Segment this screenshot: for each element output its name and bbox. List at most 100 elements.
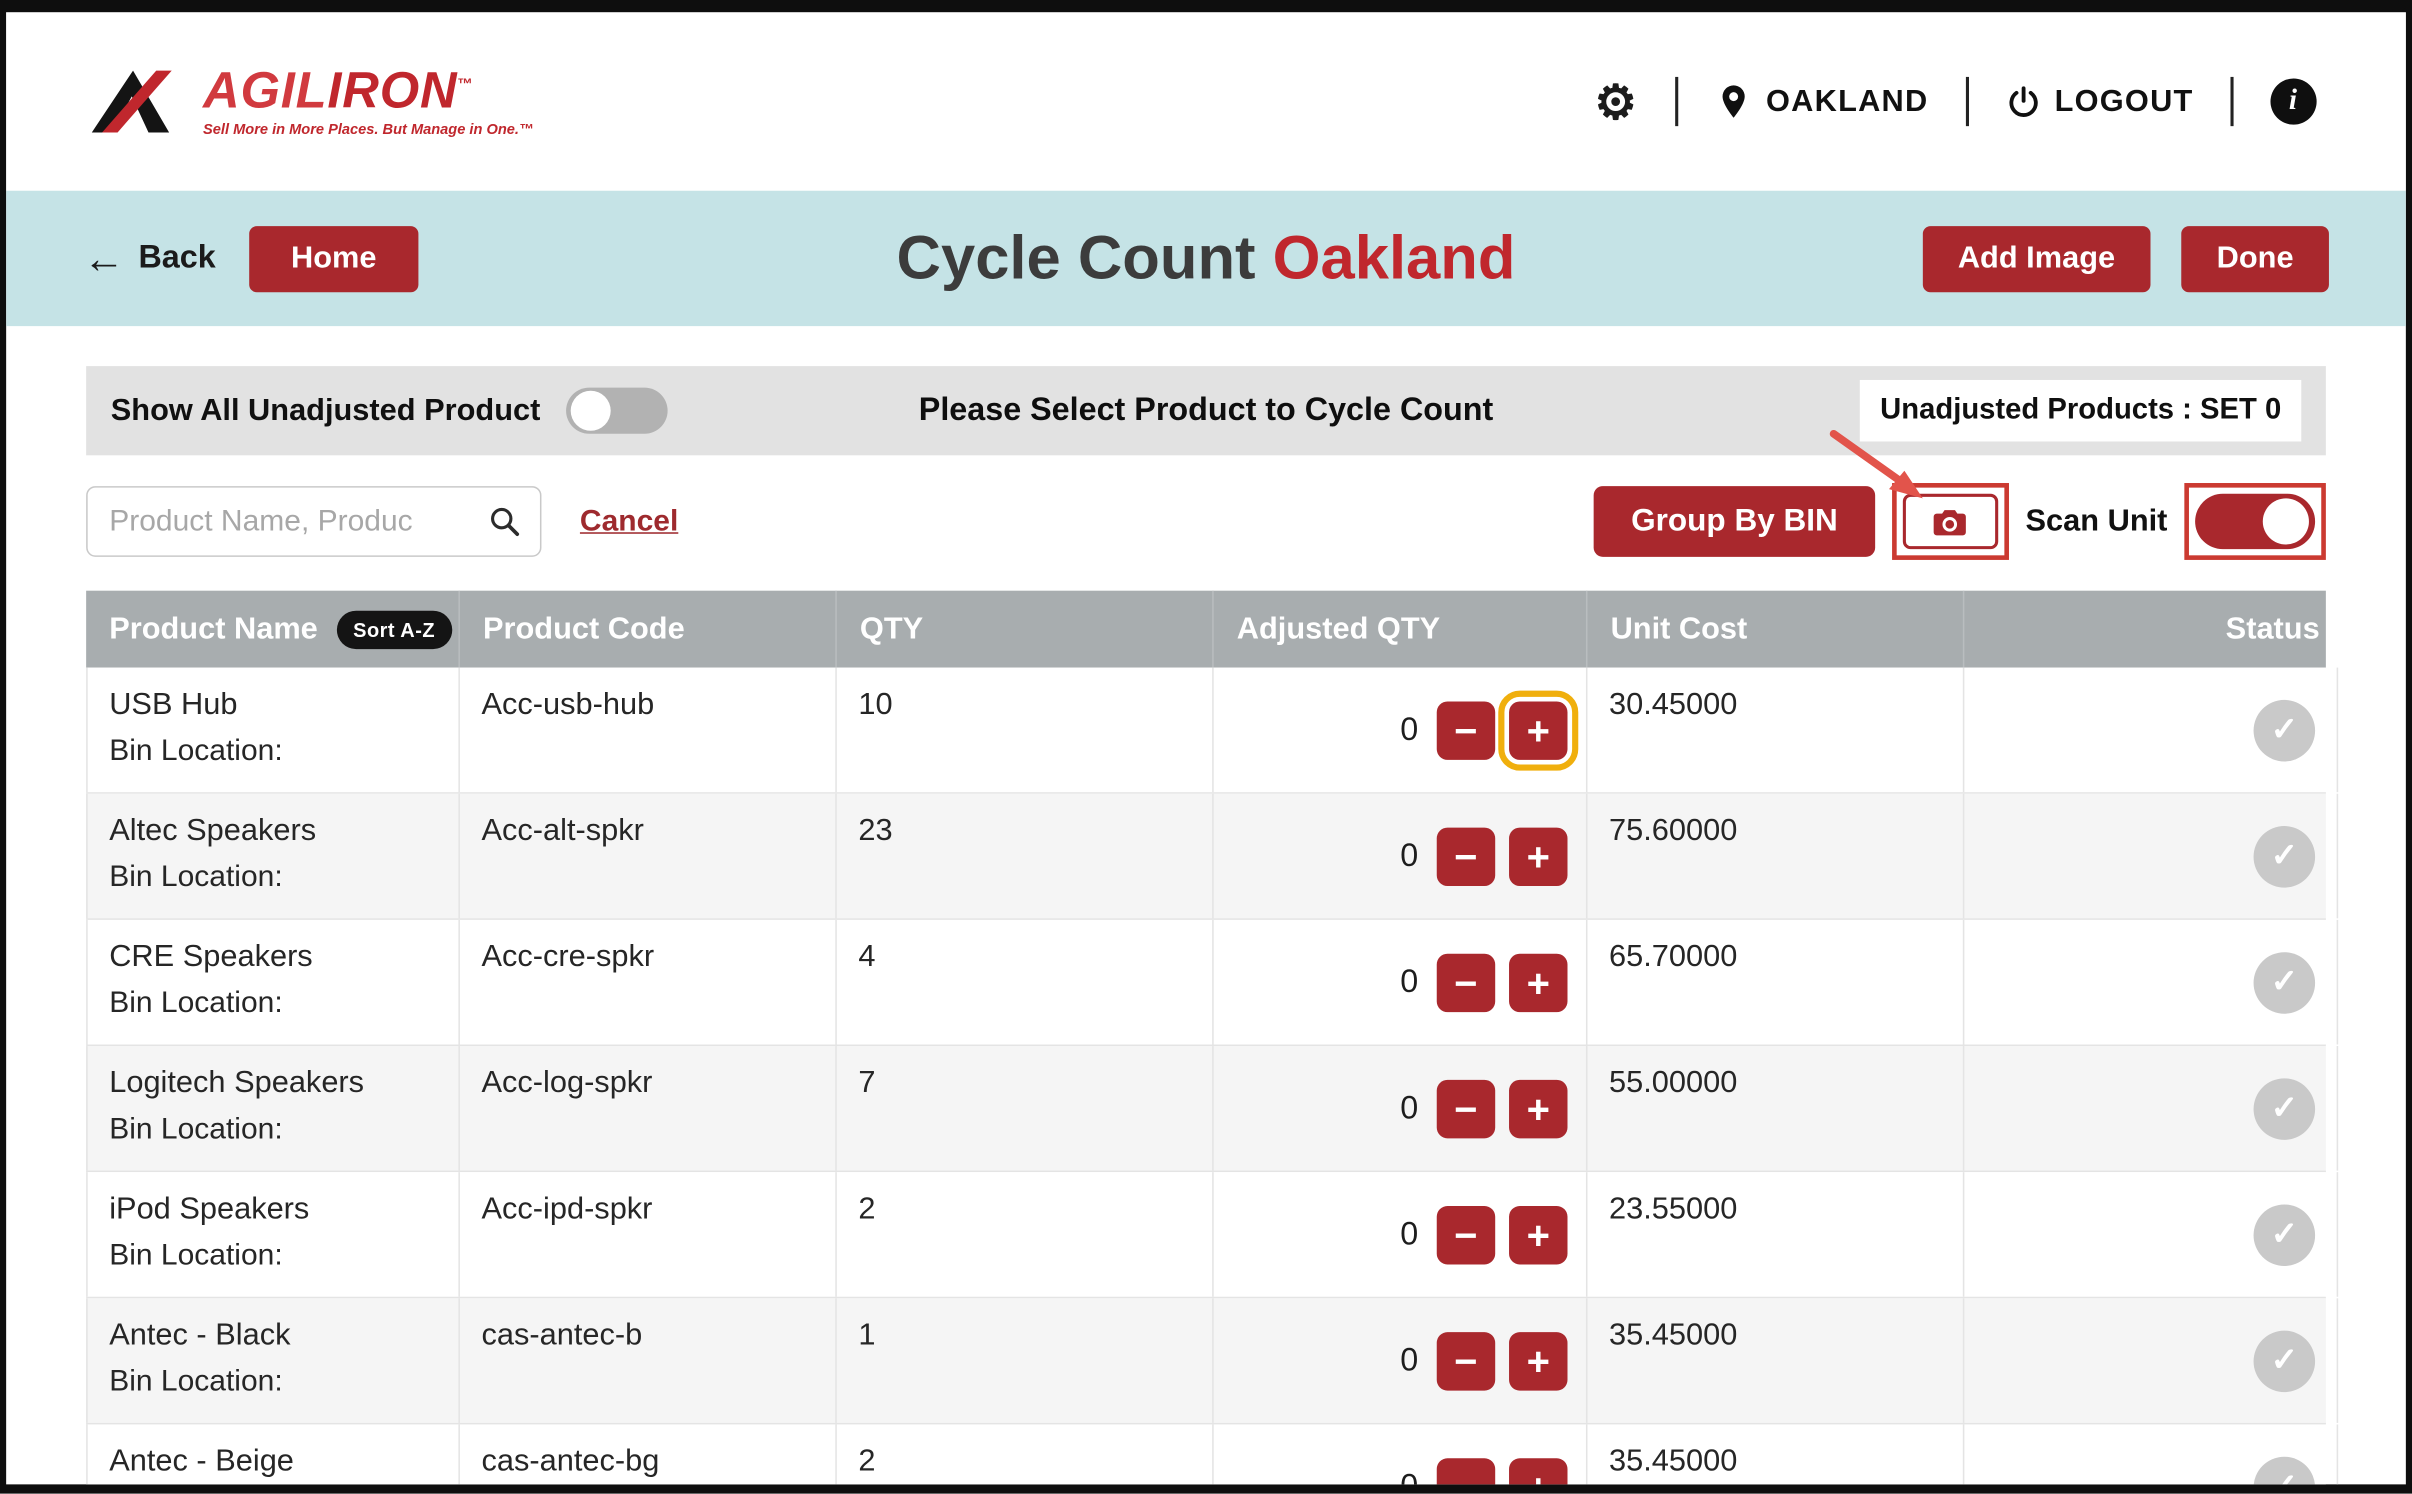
page-title-location: Oakland [1272, 223, 1516, 292]
bin-location-label: Bin Location: [109, 1491, 458, 1494]
col-status: Status [2225, 611, 2320, 646]
info-icon[interactable]: i [2270, 78, 2317, 125]
product-table: Product Name Sort A-Z Product Code QTY A… [86, 590, 2339, 1494]
decrement-button[interactable]: − [1436, 952, 1496, 1012]
bin-location-label: Bin Location: [109, 986, 283, 1020]
table-row[interactable]: CRE Speakers Bin Location: Acc-cre-spkr … [86, 919, 2339, 1047]
power-icon [2008, 85, 2038, 117]
sort-az-badge[interactable]: Sort A-Z [336, 609, 452, 649]
increment-button[interactable]: + [1509, 826, 1568, 886]
product-name: USB Hub [109, 687, 238, 722]
done-button[interactable]: Done [2181, 225, 2329, 292]
col-adjusted-qty: Adjusted QTY [1214, 590, 1588, 668]
add-image-button[interactable]: Add Image [1922, 225, 2151, 292]
increment-button[interactable]: + [1498, 689, 1579, 770]
group-by-bin-button[interactable]: Group By BIN [1594, 486, 1875, 557]
adjusted-qty-cell: 0 − + [1214, 919, 1588, 1045]
adjusted-qty-value: 0 [1400, 1089, 1419, 1126]
product-code-cell: Acc-alt-spkr [460, 793, 837, 919]
decrement-button[interactable]: − [1436, 1457, 1496, 1485]
qty-cell: 2 [837, 1172, 1214, 1297]
product-name: CRE Speakers [109, 939, 313, 974]
table-row[interactable]: USB Hub Bin Location: Acc-usb-hub 10 0 −… [86, 667, 2339, 794]
brand-tagline: Sell More in More Places. But Manage in … [203, 121, 534, 139]
col-product-code: Product Code [460, 590, 837, 668]
scan-unit-toggle[interactable] [2195, 493, 2316, 550]
product-code-cell: Acc-log-spkr [460, 1046, 837, 1171]
camera-button[interactable] [1902, 493, 1998, 550]
title-actions: Add Image Done [1922, 225, 2329, 292]
agiliron-logo: AGILIRON™ Sell More in More Places. But … [89, 65, 534, 139]
location-selector[interactable]: OAKLAND [1715, 83, 1928, 120]
search-box [86, 486, 542, 557]
divider [2230, 76, 2234, 127]
col-unit-cost: Unit Cost [1587, 590, 1965, 668]
product-code-cell: Acc-usb-hub [460, 667, 837, 793]
status-check-icon: ✓ [2253, 825, 2316, 887]
increment-button[interactable]: + [1509, 1457, 1568, 1485]
adjusted-qty-cell: 0 − + [1214, 1172, 1588, 1297]
qty-cell: 7 [837, 1046, 1214, 1171]
col-qty: QTY [837, 590, 1214, 668]
product-name-cell: USB Hub Bin Location: [86, 667, 460, 793]
increment-button[interactable]: + [1509, 1205, 1568, 1264]
table-row[interactable]: Logitech Speakers Bin Location: Acc-log-… [86, 1046, 2339, 1173]
decrement-button[interactable]: − [1436, 700, 1496, 760]
unit-cost-cell: 65.70000 [1587, 919, 1965, 1045]
header-actions: ⚙ OAKLAND LOGOUT i [1594, 74, 2317, 129]
bin-location-label: Bin Location: [109, 859, 283, 894]
adjusted-qty-value: 0 [1400, 1468, 1419, 1494]
status-cell: ✓ [1964, 1424, 2339, 1485]
increment-button[interactable]: + [1509, 1079, 1568, 1138]
page-title: Cycle Count Oakland [897, 224, 1516, 293]
unit-cost-cell: 75.60000 [1587, 793, 1965, 919]
qty-cell: 10 [837, 667, 1214, 793]
status-check-icon: ✓ [2253, 1203, 2316, 1266]
title-bar: ← Back Home Cycle Count Oakland Add Imag… [6, 190, 2406, 327]
product-name: iPod Speakers [109, 1192, 310, 1227]
home-button[interactable]: Home [249, 225, 419, 292]
decrement-button[interactable]: − [1436, 826, 1496, 886]
toolbar-right: Group By BIN Scan Unit [1594, 483, 2326, 560]
table-row[interactable]: Altec Speakers Bin Location: Acc-alt-spk… [86, 793, 2339, 920]
toggle-knob [571, 390, 612, 431]
show-all-unadjusted-toggle[interactable] [566, 387, 669, 434]
location-label: OAKLAND [1766, 83, 1929, 118]
select-product-prompt: Please Select Product to Cycle Count [918, 392, 1494, 428]
adjusted-qty-value: 0 [1400, 1342, 1419, 1378]
status-cell: ✓ [1964, 793, 2339, 919]
logout-label: LOGOUT [2054, 83, 2194, 118]
unit-cost-cell: 55.00000 [1587, 1046, 1965, 1171]
product-name-cell: iPod Speakers Bin Location: [86, 1172, 460, 1297]
settings-gear-icon[interactable]: ⚙ [1594, 74, 1639, 129]
decrement-button[interactable]: − [1436, 1079, 1496, 1138]
bin-location-label: Bin Location: [109, 1112, 283, 1147]
divider [1675, 76, 1679, 127]
table-row[interactable]: Antec - Beige Bin Location: cas-antec-bg… [86, 1424, 2339, 1494]
increment-button[interactable]: + [1509, 952, 1568, 1012]
adjusted-qty-value: 0 [1400, 711, 1419, 747]
adjusted-qty-value: 0 [1400, 1216, 1419, 1252]
increment-button[interactable]: + [1509, 1331, 1568, 1390]
cancel-link[interactable]: Cancel [579, 503, 679, 538]
decrement-button[interactable]: − [1436, 1205, 1496, 1264]
product-name-cell: Antec - Beige Bin Location: [86, 1424, 460, 1494]
product-name-cell: Antec - Black Bin Location: [86, 1298, 460, 1423]
unit-cost-cell: 35.45000 [1587, 1298, 1965, 1423]
scan-toggle-annotation-box [2184, 483, 2326, 560]
back-button[interactable]: ← Back [83, 237, 216, 280]
logout-button[interactable]: LOGOUT [2005, 84, 2193, 119]
table-row[interactable]: Antec - Black Bin Location: cas-antec-b … [86, 1298, 2339, 1425]
decrement-button[interactable]: − [1436, 1331, 1496, 1390]
product-code-cell: cas-antec-bg [460, 1424, 837, 1485]
unit-cost-cell: 30.45000 [1587, 667, 1965, 793]
search-input[interactable] [106, 502, 488, 541]
qty-cell: 1 [837, 1298, 1214, 1423]
show-all-unadjusted-label: Show All Unadjusted Product [110, 393, 541, 427]
status-check-icon: ✓ [2253, 1455, 2316, 1485]
scan-unit-label: Scan Unit [2025, 503, 2168, 538]
product-name-cell: Altec Speakers Bin Location: [86, 793, 460, 919]
table-row[interactable]: iPod Speakers Bin Location: Acc-ipd-spkr… [86, 1172, 2339, 1299]
product-code-cell: Acc-cre-spkr [460, 919, 837, 1045]
